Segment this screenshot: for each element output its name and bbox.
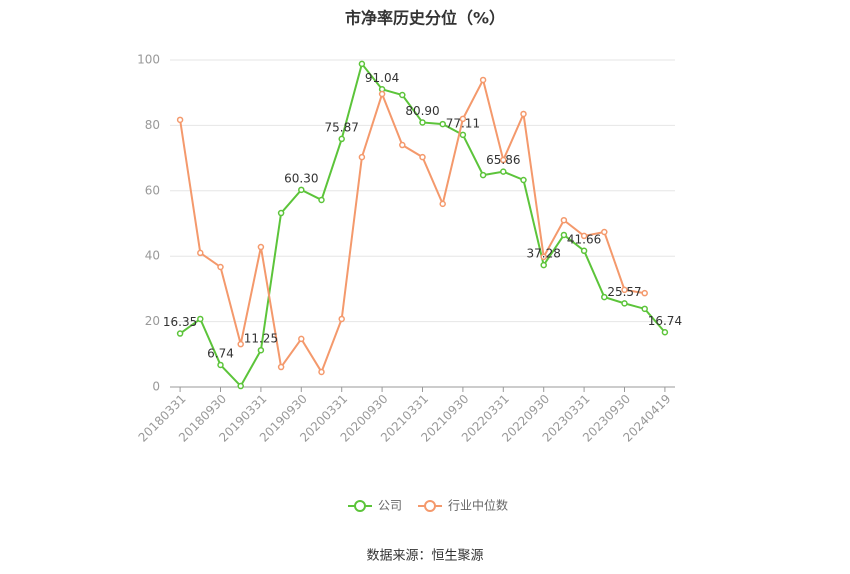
data-point xyxy=(358,60,366,68)
data-label: 80.90 xyxy=(405,104,439,118)
data-point xyxy=(500,156,507,164)
data-point xyxy=(621,286,628,294)
legend-item: 公司 xyxy=(348,499,402,513)
data-point xyxy=(621,300,628,307)
data-point xyxy=(217,361,224,369)
data-point xyxy=(399,141,406,149)
data-point xyxy=(257,243,265,251)
data-point xyxy=(540,253,547,261)
series-line xyxy=(179,77,645,375)
data-point xyxy=(459,131,467,139)
data-label: 16.74 xyxy=(648,314,682,328)
data-point xyxy=(580,247,588,255)
data-point xyxy=(479,76,487,84)
data-point xyxy=(641,289,648,297)
data-point xyxy=(197,249,204,257)
data-label: 37.28 xyxy=(527,247,561,261)
data-point xyxy=(217,263,224,271)
data-point xyxy=(560,231,568,239)
data-label: 11.25 xyxy=(244,332,278,346)
y-tick-label: 80 xyxy=(145,118,160,132)
data-point xyxy=(601,293,608,301)
data-label: 6.74 xyxy=(207,346,234,360)
data-point xyxy=(560,216,568,224)
data-point xyxy=(338,135,345,143)
y-tick-label: 0 xyxy=(152,380,160,394)
data-point xyxy=(277,209,285,217)
data-point xyxy=(641,305,648,313)
data-point xyxy=(439,200,446,208)
data-label: 77.11 xyxy=(446,116,480,130)
data-point xyxy=(661,329,669,336)
y-tick-label: 40 xyxy=(145,249,160,263)
data-point xyxy=(419,153,426,161)
y-tick-label: 60 xyxy=(145,183,160,197)
data-point xyxy=(520,176,527,184)
data-point xyxy=(580,232,588,240)
data-label: 41.66 xyxy=(567,232,601,246)
data-point xyxy=(459,115,467,123)
data-point xyxy=(277,363,285,371)
data-point xyxy=(479,171,487,179)
data-label: 16.35 xyxy=(163,315,197,329)
data-point xyxy=(439,120,446,128)
legend-item: 行业中位数 xyxy=(418,498,508,513)
data-label: 75.87 xyxy=(325,120,359,134)
data-label: 65.86 xyxy=(486,153,520,167)
data-point xyxy=(176,330,184,337)
data-point xyxy=(176,116,184,124)
data-point xyxy=(318,368,325,376)
data-point xyxy=(237,382,244,390)
data-point xyxy=(500,168,507,175)
y-tick-label: 20 xyxy=(145,314,160,328)
data-point xyxy=(601,228,608,236)
data-point xyxy=(237,340,244,348)
data-point xyxy=(197,315,204,323)
data-point xyxy=(419,119,426,126)
data-point xyxy=(338,315,345,323)
source: 数据来源：恒生聚源 xyxy=(366,549,483,564)
legend-marker xyxy=(354,500,366,512)
data-label: 25.57 xyxy=(607,285,641,299)
data-point xyxy=(399,91,406,99)
data-label: 91.04 xyxy=(365,71,399,85)
data-point xyxy=(298,186,305,194)
y-tick-label: 100 xyxy=(137,53,160,67)
data-point xyxy=(358,153,366,161)
legend-label: 行业中位数 xyxy=(448,498,508,513)
data-label: 60.30 xyxy=(284,171,318,185)
data-point xyxy=(378,90,386,98)
data-point xyxy=(298,335,305,343)
legend-marker xyxy=(424,500,437,512)
data-point xyxy=(540,261,547,269)
chart-title: 市净率历史分位（%） xyxy=(345,9,505,28)
legend-label: 公司 xyxy=(378,499,402,513)
data-point xyxy=(318,196,325,204)
data-point xyxy=(520,110,527,118)
data-point xyxy=(257,346,265,354)
